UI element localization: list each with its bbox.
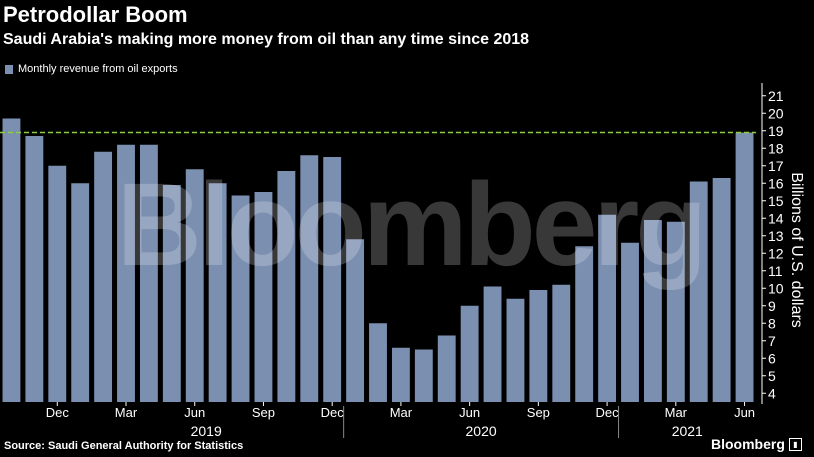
y-tick-label: 4 bbox=[768, 385, 776, 401]
bar bbox=[575, 246, 594, 402]
bar bbox=[139, 144, 158, 402]
bar bbox=[437, 335, 456, 402]
bar bbox=[414, 349, 433, 402]
bar bbox=[2, 118, 21, 402]
bar-chart-icon: ▮ bbox=[788, 437, 802, 451]
bar bbox=[71, 183, 90, 402]
y-tick-label: 10 bbox=[768, 280, 784, 296]
bar bbox=[598, 214, 617, 402]
bar bbox=[391, 347, 410, 402]
bar bbox=[643, 220, 662, 402]
year-label: 2019 bbox=[191, 423, 222, 439]
brand-name: Bloomberg bbox=[711, 436, 785, 452]
bar bbox=[94, 151, 113, 402]
bar bbox=[712, 178, 731, 402]
x-tick-label: Dec bbox=[596, 405, 620, 420]
y-tick-label: 17 bbox=[768, 158, 784, 174]
x-tick-label: Dec bbox=[46, 405, 70, 420]
bar bbox=[25, 136, 44, 402]
bar bbox=[735, 132, 754, 402]
bar bbox=[529, 290, 548, 402]
bar bbox=[346, 239, 365, 402]
x-tick-label: Sep bbox=[527, 405, 550, 420]
bar bbox=[460, 305, 479, 402]
legend-swatch bbox=[5, 64, 13, 74]
y-tick-label: 6 bbox=[768, 350, 776, 366]
chart-title: Petrodollar Boom bbox=[3, 2, 188, 27]
y-tick-label: 9 bbox=[768, 298, 776, 314]
bar bbox=[300, 155, 319, 402]
bar bbox=[621, 242, 639, 402]
y-tick-label: 16 bbox=[768, 175, 784, 191]
y-tick-label: 18 bbox=[768, 140, 784, 156]
bar bbox=[231, 195, 250, 402]
x-tick-label: Jun bbox=[459, 405, 480, 420]
source-note: Source: Saudi General Authority for Stat… bbox=[4, 440, 244, 452]
legend-label: Monthly revenue from oil exports bbox=[18, 63, 178, 75]
y-tick-label: 14 bbox=[768, 210, 784, 226]
y-tick-label: 15 bbox=[768, 193, 784, 209]
bar bbox=[277, 171, 296, 402]
bar bbox=[208, 183, 227, 402]
x-tick-label: Jun bbox=[734, 405, 755, 420]
bar bbox=[689, 181, 708, 402]
bar bbox=[666, 221, 685, 402]
year-label: 2021 bbox=[672, 423, 703, 439]
x-tick-label: Dec bbox=[321, 405, 345, 420]
y-tick-label: 12 bbox=[768, 245, 784, 261]
bar bbox=[48, 165, 67, 402]
x-tick-label: Mar bbox=[115, 405, 138, 420]
bar bbox=[254, 192, 273, 402]
y-tick-label: 19 bbox=[768, 123, 784, 139]
bar bbox=[162, 185, 181, 402]
bar bbox=[369, 323, 387, 402]
bar bbox=[323, 157, 342, 402]
bar bbox=[552, 284, 571, 402]
y-tick-label: 20 bbox=[768, 105, 784, 121]
y-axis-label: Billions of U.S. dollars bbox=[788, 172, 805, 328]
x-tick-label: Mar bbox=[390, 405, 413, 420]
y-tick-label: 11 bbox=[768, 263, 783, 279]
y-tick-label: 21 bbox=[768, 88, 784, 104]
year-label: 2020 bbox=[466, 423, 497, 439]
legend: Monthly revenue from oil exports bbox=[5, 63, 178, 75]
bar bbox=[506, 298, 525, 402]
x-tick-label: Mar bbox=[665, 405, 688, 420]
y-tick-label: 13 bbox=[768, 228, 784, 244]
chart-subtitle: Saudi Arabia's making more money from oi… bbox=[3, 31, 530, 48]
y-tick-label: 5 bbox=[768, 368, 776, 384]
x-tick-label: Jun bbox=[184, 405, 205, 420]
watermark: Bloomberg bbox=[117, 159, 704, 291]
bar bbox=[117, 144, 135, 402]
bar bbox=[185, 169, 204, 402]
brand-logo: Bloomberg ▮ bbox=[711, 436, 802, 452]
y-tick-label: 7 bbox=[768, 333, 776, 349]
y-tick-label: 8 bbox=[768, 315, 776, 331]
bar bbox=[483, 286, 502, 402]
x-tick-label: Sep bbox=[252, 405, 275, 420]
